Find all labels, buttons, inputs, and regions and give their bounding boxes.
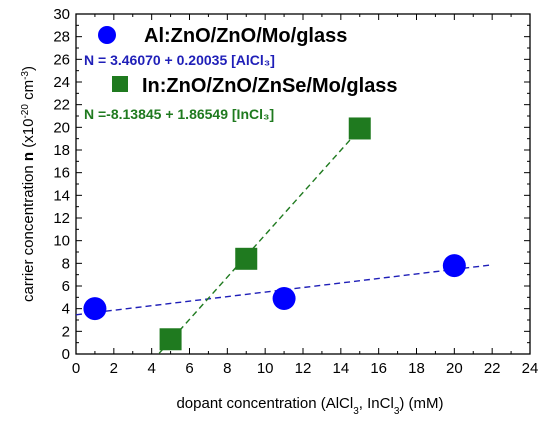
y-tick-label: 4 bbox=[62, 301, 70, 318]
data-markers bbox=[83, 117, 466, 351]
y-axis-label: carrier concentration n (x10-20 cm-3) bbox=[20, 66, 38, 302]
x-tick-label: 6 bbox=[185, 360, 193, 377]
x-tick-label: 0 bbox=[72, 360, 80, 377]
y-tick-label: 0 bbox=[62, 346, 70, 363]
y-tick-label: 2 bbox=[62, 323, 70, 340]
x-tick-label: 20 bbox=[446, 360, 463, 377]
y-tick-label: 6 bbox=[62, 278, 70, 295]
x-axis-label: dopant concentration (AlCl3, InCl3) (mM) bbox=[176, 395, 443, 417]
y-tick-label: 18 bbox=[53, 142, 70, 159]
y-tick-label: 26 bbox=[53, 51, 70, 68]
x-tick-label: 2 bbox=[110, 360, 118, 377]
y-tick-label: 28 bbox=[53, 29, 70, 46]
legend-marker-square bbox=[112, 76, 128, 92]
y-tick-label: 20 bbox=[53, 119, 70, 136]
x-tick-label: 24 bbox=[522, 360, 539, 377]
data-point-circle bbox=[83, 297, 107, 321]
x-tick-label: 14 bbox=[332, 360, 349, 377]
y-tick-label: 14 bbox=[53, 187, 70, 204]
x-tick-label: 10 bbox=[257, 360, 274, 377]
y-tick-label: 22 bbox=[53, 97, 70, 114]
data-point-square bbox=[348, 117, 371, 140]
x-tick-label: 18 bbox=[408, 360, 425, 377]
y-tick-label: 12 bbox=[53, 210, 70, 227]
y-tick-label: 24 bbox=[53, 74, 70, 91]
x-tick-label: 16 bbox=[370, 360, 387, 377]
x-tick-label: 8 bbox=[223, 360, 231, 377]
y-tick-label: 30 bbox=[53, 6, 70, 23]
data-point-square bbox=[159, 328, 182, 351]
legend: Al:ZnO/ZnO/Mo/glass N = 3.46070 + 0.20035… bbox=[84, 25, 398, 122]
axes: 0 2 4 6 8 10 12 14 16 18 20 22 240246810121416182022… bbox=[53, 6, 538, 377]
x-tick-label: 4 bbox=[147, 360, 155, 377]
fit-lines bbox=[75, 128, 493, 354]
x-tick-label: 12 bbox=[295, 360, 312, 377]
y-tick-label: 16 bbox=[53, 165, 70, 182]
legend-label-al: Al:ZnO/ZnO/Mo/glass bbox=[144, 25, 347, 47]
legend-marker-circle bbox=[98, 26, 116, 44]
data-point-square bbox=[235, 247, 258, 270]
legend-label-in: In:ZnO/ZnO/ZnSe/Mo/glass bbox=[142, 75, 398, 97]
x-tick-label: 22 bbox=[484, 360, 501, 377]
y-tick-label: 10 bbox=[53, 233, 70, 250]
fit-line-2 bbox=[158, 128, 361, 354]
data-point-circle bbox=[442, 254, 466, 278]
y-tick-label: 8 bbox=[62, 255, 70, 272]
fit-equation-al: N = 3.46070 + 0.20035 [AlCl₃] bbox=[84, 52, 275, 68]
data-point-circle bbox=[272, 286, 296, 310]
fit-equation-in: N =-8.13845 + 1.86549 [InCl₃] bbox=[84, 106, 274, 122]
